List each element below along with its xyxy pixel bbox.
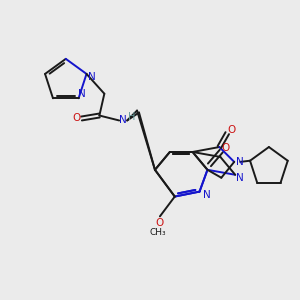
Text: O: O — [156, 218, 164, 228]
Text: N: N — [202, 190, 210, 200]
Text: N: N — [236, 157, 244, 167]
Text: N: N — [78, 89, 86, 99]
Text: N: N — [119, 116, 127, 125]
Text: H: H — [128, 112, 136, 122]
Text: CH₃: CH₃ — [150, 228, 166, 237]
Text: O: O — [221, 143, 230, 153]
Text: N: N — [88, 72, 95, 82]
Text: O: O — [227, 125, 236, 135]
Text: N: N — [236, 173, 244, 183]
Text: O: O — [73, 113, 81, 124]
